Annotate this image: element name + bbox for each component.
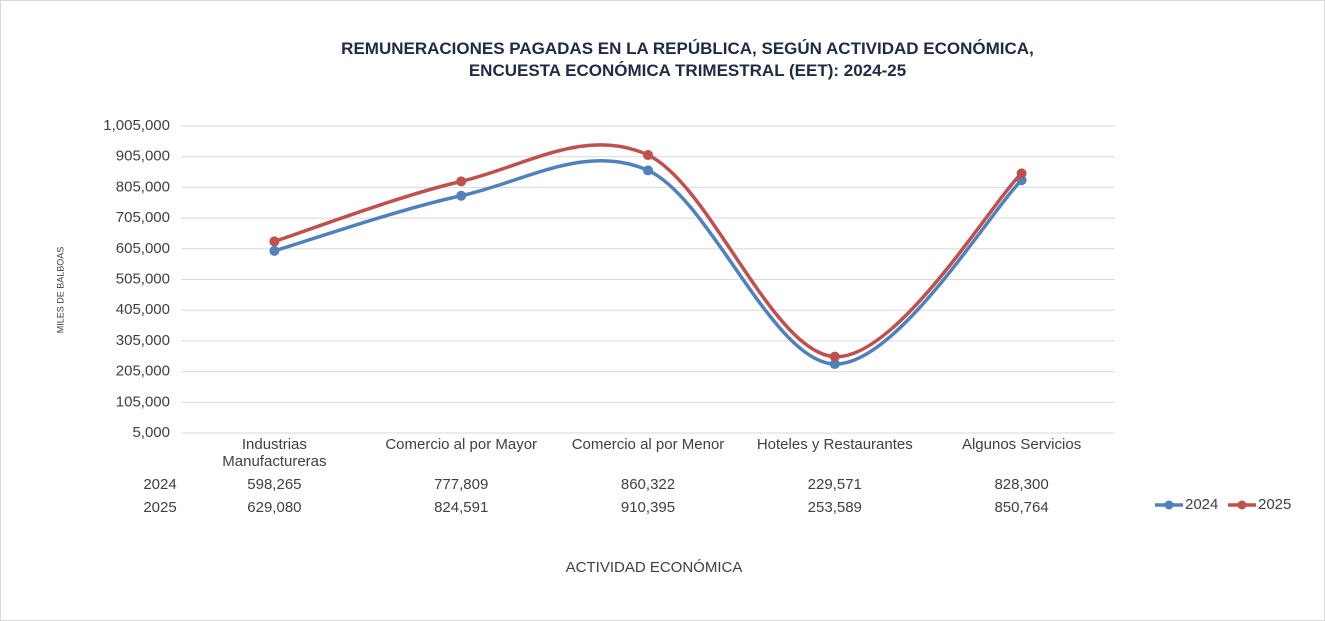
x-tick-label: Comercio al por Mayor — [385, 436, 538, 453]
table-value: 824,591 — [434, 499, 488, 516]
series-line — [273, 158, 1023, 366]
legend-marker — [1237, 500, 1247, 510]
x-tick-label: Comercio al por Menor — [571, 436, 725, 453]
chart-title: REMUNERACIONES PAGADAS EN LA REPÚBLICA, … — [341, 39, 1034, 80]
data-point — [829, 359, 840, 370]
x-tick-label: Industrias Manufactureras — [222, 436, 327, 470]
y-axis-title: MILES DE BALBOAS — [55, 247, 65, 334]
table-value: 598,265 — [247, 476, 301, 493]
data-point — [269, 236, 280, 247]
table-value: 629,080 — [247, 499, 301, 516]
table-row-label: 2024 — [143, 476, 176, 493]
series-line — [273, 143, 1023, 359]
legend-label: 2025 — [1258, 496, 1291, 513]
y-tick-label: 705,000 — [116, 209, 170, 226]
legend-marker — [1164, 500, 1174, 510]
y-tick-label: 905,000 — [116, 148, 170, 165]
y-tick-label: 605,000 — [116, 240, 170, 257]
table-value: 850,764 — [994, 499, 1048, 516]
data-point — [643, 150, 653, 161]
table-row-label: 2025 — [143, 499, 176, 516]
y-tick-label: 505,000 — [116, 270, 170, 287]
y-tick-label: 205,000 — [116, 363, 170, 380]
data-point — [643, 165, 653, 176]
data-point — [269, 245, 280, 256]
table-value: 910,395 — [621, 499, 675, 516]
x-tick-label: Algunos Servicios — [961, 436, 1082, 453]
data-point — [829, 351, 840, 362]
x-axis-title: ACTIVIDAD ECONÓMICA — [566, 559, 743, 576]
table-value: 828,300 — [994, 476, 1048, 493]
y-tick-label: 105,000 — [116, 393, 170, 410]
x-tick-label: Hoteles y Restaurantes — [756, 436, 913, 453]
y-tick-label: 405,000 — [116, 301, 170, 318]
data-point — [456, 190, 467, 201]
table-value: 860,322 — [621, 476, 675, 493]
y-tick-label: 805,000 — [116, 178, 170, 195]
y-tick-label: 5,000 — [132, 424, 170, 441]
y-tick-label: 1,005,000 — [103, 117, 170, 134]
legend-label: 2024 — [1185, 496, 1218, 513]
y-tick-label: 305,000 — [116, 332, 170, 349]
table-value: 253,589 — [808, 499, 862, 516]
data-point — [1016, 168, 1027, 179]
table-value: 229,571 — [808, 476, 862, 493]
data-point — [456, 176, 467, 187]
table-value: 777,809 — [434, 476, 488, 493]
